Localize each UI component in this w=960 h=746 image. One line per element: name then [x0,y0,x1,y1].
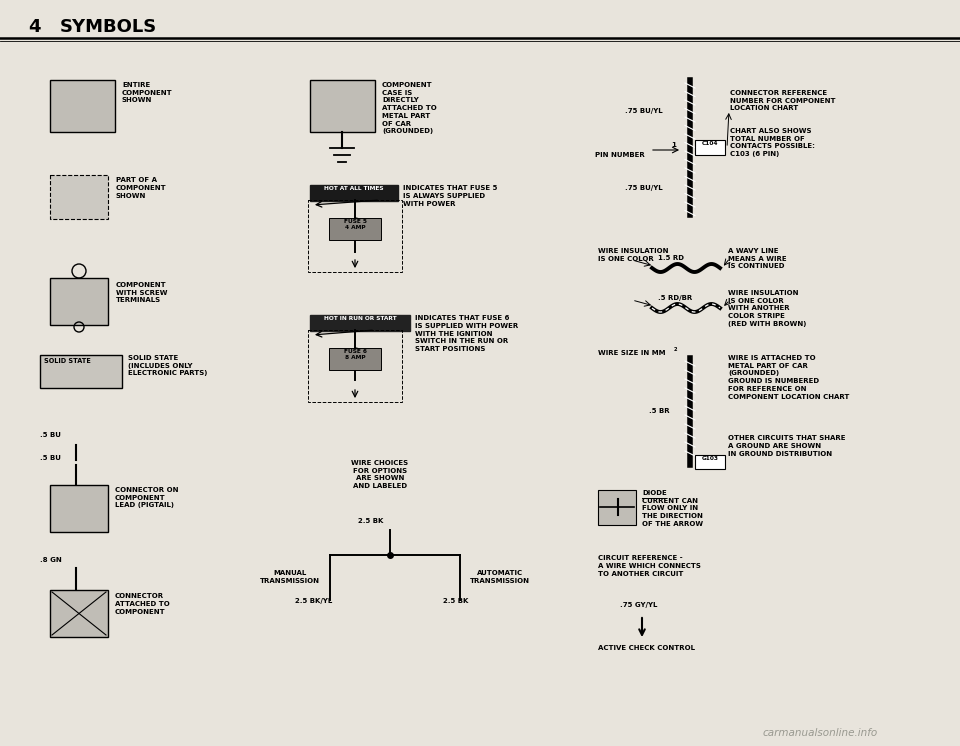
Text: COMPONENT
WITH SCREW
TERMINALS: COMPONENT WITH SCREW TERMINALS [116,282,167,304]
Text: CONNECTOR
ATTACHED TO
COMPONENT: CONNECTOR ATTACHED TO COMPONENT [115,593,170,615]
Text: 1.5 RD: 1.5 RD [658,255,684,261]
Text: PART OF A
COMPONENT
SHOWN: PART OF A COMPONENT SHOWN [116,177,167,198]
Text: .75 BU/YL: .75 BU/YL [625,185,662,191]
Bar [598,490,636,525]
Text: 2.5 BK: 2.5 BK [358,518,383,524]
Text: .75 GY/YL: .75 GY/YL [620,602,658,608]
Text: .8 GN: .8 GN [40,557,61,563]
Text: HOT IN RUN OR START: HOT IN RUN OR START [324,316,396,321]
Text: 2.5 BK/YL: 2.5 BK/YL [295,598,332,604]
Bar [310,315,410,331]
Bar [40,355,122,388]
Text: HOT AT ALL TIMES: HOT AT ALL TIMES [324,186,384,191]
Bar [308,200,402,272]
Text: .5 RD/BR: .5 RD/BR [658,295,692,301]
Text: .5 BU: .5 BU [40,455,60,461]
Text: .5 BR: .5 BR [649,408,670,414]
Text: WIRE CHOICES
FOR OPTIONS
ARE SHOWN
AND LABELED: WIRE CHOICES FOR OPTIONS ARE SHOWN AND L… [351,460,409,489]
Text: AUTOMATIC
TRANSMISSION: AUTOMATIC TRANSMISSION [470,570,530,584]
Bar [329,348,381,370]
Bar [50,80,115,132]
Text: 1: 1 [671,142,676,148]
Text: CIRCUIT REFERENCE -
A WIRE WHICH CONNECTS
TO ANOTHER CIRCUIT: CIRCUIT REFERENCE - A WIRE WHICH CONNECT… [598,555,701,577]
Bar [50,175,108,219]
Text: WIRE SIZE IN MM: WIRE SIZE IN MM [598,350,665,356]
Text: G103: G103 [702,456,718,461]
Text: carmanualsonline.info: carmanualsonline.info [762,728,877,738]
Text: COMPONENT
CASE IS
DIRECTLY
ATTACHED TO
METAL PART
OF CAR
(GROUNDED): COMPONENT CASE IS DIRECTLY ATTACHED TO M… [382,82,437,134]
Text: FUSE 5
4 AMP: FUSE 5 4 AMP [344,219,367,230]
Text: ACTIVE CHECK CONTROL: ACTIVE CHECK CONTROL [598,645,695,651]
Text: C104: C104 [702,141,718,146]
Text: .75 BU/YL: .75 BU/YL [625,108,662,114]
Text: A WAVY LINE
MEANS A WIRE
IS CONTINUED: A WAVY LINE MEANS A WIRE IS CONTINUED [728,248,786,269]
Text: FUSE 6
8 AMP: FUSE 6 8 AMP [344,349,367,360]
Text: 2: 2 [674,347,678,352]
Text: MANUAL
TRANSMISSION: MANUAL TRANSMISSION [260,570,320,584]
Text: CHART ALSO SHOWS
TOTAL NUMBER OF
CONTACTS POSSIBLE:
C103 (6 PIN): CHART ALSO SHOWS TOTAL NUMBER OF CONTACT… [730,128,815,157]
Bar [50,485,108,532]
Text: CONNECTOR ON
COMPONENT
LEAD (PIGTAIL): CONNECTOR ON COMPONENT LEAD (PIGTAIL) [115,487,179,509]
Text: WIRE IS ATTACHED TO
METAL PART OF CAR
(GROUNDED)
GROUND IS NUMBERED
FOR REFERENC: WIRE IS ATTACHED TO METAL PART OF CAR (G… [728,355,850,400]
Bar [310,185,398,201]
Bar [50,278,108,325]
Bar [329,218,381,240]
Bar [308,330,402,402]
Text: DIODE
CURRENT CAN
FLOW ONLY IN
THE DIRECTION
OF THE ARROW: DIODE CURRENT CAN FLOW ONLY IN THE DIREC… [642,490,703,527]
Text: SOLID STATE
(INCLUDES ONLY
ELECTRONIC PARTS): SOLID STATE (INCLUDES ONLY ELECTRONIC PA… [128,355,207,377]
Text: WIRE INSULATION
IS ONE COLOR: WIRE INSULATION IS ONE COLOR [598,248,668,262]
Text: 2.5 BK: 2.5 BK [443,598,468,604]
Text: .5 BU: .5 BU [40,432,60,438]
Text: ENTIRE
COMPONENT
SHOWN: ENTIRE COMPONENT SHOWN [122,82,173,104]
Bar [50,590,108,637]
Bar [310,80,375,132]
Text: OTHER CIRCUITS THAT SHARE
A GROUND ARE SHOWN
IN GROUND DISTRIBUTION: OTHER CIRCUITS THAT SHARE A GROUND ARE S… [728,435,846,457]
Text: SYMBOLS: SYMBOLS [60,18,157,36]
Bar [695,140,725,155]
Text: SOLID STATE: SOLID STATE [44,358,91,364]
Text: INDICATES THAT FUSE 6
IS SUPPLIED WITH POWER
WITH THE IGNITION
SWITCH IN THE RUN: INDICATES THAT FUSE 6 IS SUPPLIED WITH P… [415,315,518,352]
Bar [695,455,725,469]
Text: CONNECTOR REFERENCE
NUMBER FOR COMPONENT
LOCATION CHART: CONNECTOR REFERENCE NUMBER FOR COMPONENT… [730,90,835,111]
Text: PIN NUMBER: PIN NUMBER [595,152,645,158]
Text: 4: 4 [28,18,40,36]
Text: WIRE INSULATION
IS ONE COLOR
WITH ANOTHER
COLOR STRIPE
(RED WITH BROWN): WIRE INSULATION IS ONE COLOR WITH ANOTHE… [728,290,806,327]
Polygon shape [600,499,618,515]
Text: INDICATES THAT FUSE 5
IS ALWAYS SUPPLIED
WITH POWER: INDICATES THAT FUSE 5 IS ALWAYS SUPPLIED… [403,185,497,207]
